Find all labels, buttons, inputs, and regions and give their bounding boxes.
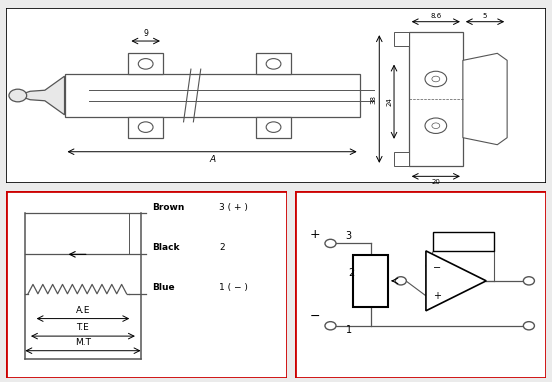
Circle shape [139, 122, 153, 133]
Polygon shape [394, 152, 409, 166]
Text: M.T: M.T [75, 338, 91, 347]
Text: −: − [433, 263, 442, 273]
Polygon shape [18, 76, 65, 115]
Polygon shape [256, 53, 291, 74]
Polygon shape [65, 74, 359, 117]
Circle shape [9, 89, 26, 102]
Polygon shape [409, 32, 463, 166]
Polygon shape [129, 117, 163, 138]
Text: T.E: T.E [77, 323, 89, 332]
Polygon shape [463, 53, 507, 145]
Polygon shape [295, 191, 546, 378]
Text: 9: 9 [143, 29, 148, 38]
Polygon shape [394, 32, 409, 46]
Circle shape [266, 122, 281, 133]
Text: 2: 2 [220, 243, 225, 253]
Text: 2: 2 [348, 268, 354, 278]
Text: 5: 5 [483, 13, 487, 19]
Text: Brown: Brown [152, 202, 184, 212]
Circle shape [425, 118, 447, 133]
Circle shape [432, 123, 440, 128]
Circle shape [139, 58, 153, 69]
Polygon shape [433, 232, 493, 251]
Text: +: + [433, 291, 442, 301]
Polygon shape [6, 191, 287, 378]
Text: 20: 20 [432, 179, 440, 185]
Circle shape [266, 58, 281, 69]
Circle shape [523, 277, 534, 285]
Text: 1: 1 [346, 325, 352, 335]
Text: 38: 38 [371, 94, 377, 104]
Text: A.E: A.E [76, 306, 90, 315]
Polygon shape [129, 53, 163, 74]
Polygon shape [256, 117, 291, 138]
Polygon shape [353, 255, 388, 307]
Text: 24: 24 [386, 97, 392, 106]
Circle shape [523, 322, 534, 330]
Polygon shape [426, 251, 486, 311]
Text: A: A [209, 155, 215, 164]
Text: 1 ( − ): 1 ( − ) [220, 283, 248, 292]
Circle shape [395, 277, 406, 285]
Circle shape [325, 239, 336, 248]
Circle shape [432, 76, 440, 82]
Circle shape [425, 71, 447, 87]
Text: +: + [310, 228, 321, 241]
Circle shape [325, 322, 336, 330]
Text: Blue: Blue [152, 283, 174, 292]
Text: Black: Black [152, 243, 179, 253]
Text: 3: 3 [346, 231, 352, 241]
Text: −: − [310, 310, 321, 323]
Polygon shape [6, 8, 546, 183]
Text: 8.6: 8.6 [430, 13, 442, 19]
Text: 3 ( + ): 3 ( + ) [220, 202, 248, 212]
